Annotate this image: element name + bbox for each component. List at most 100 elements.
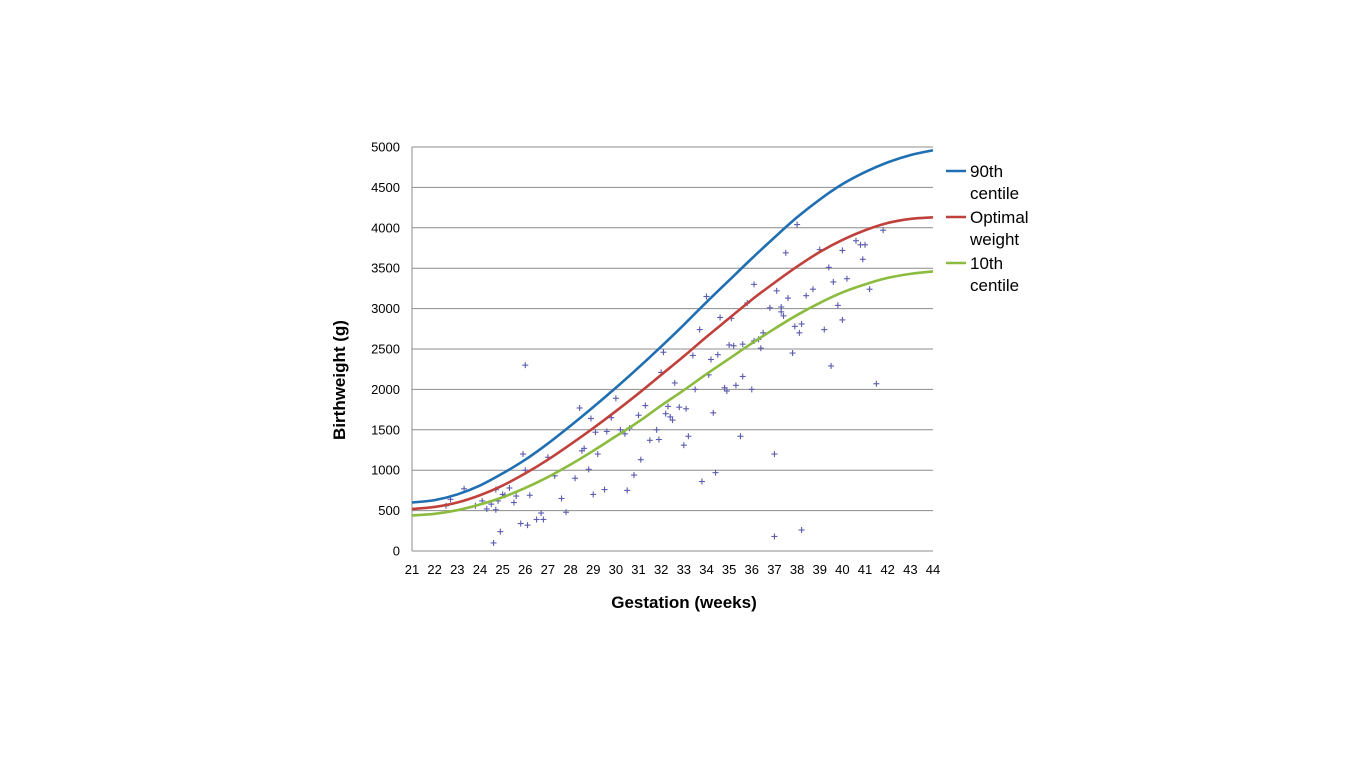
data-point xyxy=(676,404,683,411)
data-point xyxy=(592,429,599,436)
data-point xyxy=(522,362,529,369)
data-point xyxy=(809,286,816,293)
data-point xyxy=(662,410,669,417)
data-points xyxy=(442,221,887,546)
data-point xyxy=(594,451,601,458)
curve-0 xyxy=(411,148,934,504)
x-tick-label: 28 xyxy=(563,562,577,577)
data-point xyxy=(692,386,699,393)
curve-1 xyxy=(411,215,934,511)
data-point xyxy=(798,320,805,327)
data-point xyxy=(732,382,739,389)
data-point xyxy=(873,380,880,387)
data-point xyxy=(612,395,619,402)
x-tick-label: 42 xyxy=(880,562,894,577)
y-axis-title: Birthweight (g) xyxy=(330,320,349,440)
data-point xyxy=(798,526,805,533)
tick-labels: 0 500 1000 1500 2000 2500 3000 3500 4000 4500 5000… xyxy=(371,140,940,578)
data-point xyxy=(517,520,524,527)
data-point xyxy=(653,426,660,433)
data-point xyxy=(794,221,801,228)
data-point xyxy=(780,312,787,319)
data-point xyxy=(581,445,588,452)
data-point xyxy=(513,493,520,500)
x-tick-label: 29 xyxy=(586,562,600,577)
data-point xyxy=(576,404,583,411)
data-point xyxy=(789,350,796,357)
data-point xyxy=(830,278,837,285)
data-point xyxy=(538,510,545,517)
y-tick-label: 4000 xyxy=(371,220,400,235)
x-tick-label: 39 xyxy=(813,562,827,577)
data-point xyxy=(655,436,662,443)
y-tick-label: 5000 xyxy=(371,140,400,155)
data-point xyxy=(524,522,531,529)
y-tick-label: 3500 xyxy=(371,261,400,276)
legend-label: 90th xyxy=(970,162,1003,181)
data-point xyxy=(866,286,873,293)
data-point xyxy=(497,528,504,535)
data-point xyxy=(712,469,719,476)
data-point xyxy=(791,323,798,330)
data-point xyxy=(680,442,687,449)
centile-curves xyxy=(411,148,934,517)
x-tick-label: 27 xyxy=(541,562,555,577)
data-point xyxy=(671,379,678,386)
gridlines xyxy=(412,146,933,512)
data-point xyxy=(558,495,565,502)
data-point xyxy=(664,403,671,410)
legend-item-1: Optimal weight xyxy=(946,208,1029,249)
legend: 90th centile Optimal weight 10th centile xyxy=(946,162,1029,295)
data-point xyxy=(696,326,703,333)
data-point xyxy=(698,478,705,485)
data-point xyxy=(796,329,803,336)
data-point xyxy=(642,402,649,409)
data-point xyxy=(771,451,778,458)
data-point xyxy=(526,492,533,499)
y-tick-label: 2500 xyxy=(371,342,400,357)
data-point xyxy=(773,287,780,294)
data-point xyxy=(510,499,517,506)
data-point xyxy=(710,409,717,416)
x-tick-label: 33 xyxy=(677,562,691,577)
data-point xyxy=(617,426,624,433)
data-point xyxy=(721,384,728,391)
data-point xyxy=(782,249,789,256)
y-tick-label: 1500 xyxy=(371,422,400,437)
data-point xyxy=(492,506,499,513)
data-point xyxy=(506,484,513,491)
data-point xyxy=(637,456,644,463)
y-tick-label: 0 xyxy=(393,544,400,559)
x-tick-label: 25 xyxy=(495,562,509,577)
data-point xyxy=(778,308,785,315)
x-tick-label: 34 xyxy=(699,562,713,577)
data-point xyxy=(646,437,653,444)
data-point xyxy=(785,295,792,302)
x-tick-label: 36 xyxy=(745,562,759,577)
data-point xyxy=(590,491,597,498)
data-point xyxy=(839,316,846,323)
data-point xyxy=(572,475,579,482)
y-tick-label: 1000 xyxy=(371,463,400,478)
x-tick-label: 43 xyxy=(903,562,917,577)
data-point xyxy=(739,373,746,380)
data-point xyxy=(483,505,490,512)
data-point xyxy=(685,433,692,440)
data-point xyxy=(739,341,746,348)
data-point xyxy=(635,412,642,419)
data-point xyxy=(540,516,547,523)
data-point xyxy=(667,413,674,420)
data-point xyxy=(726,341,733,348)
axes xyxy=(411,147,933,552)
data-point xyxy=(601,486,608,493)
data-point xyxy=(748,386,755,393)
x-tick-label: 21 xyxy=(405,562,419,577)
data-point xyxy=(708,356,715,363)
data-point xyxy=(766,304,773,311)
y-tick-label: 500 xyxy=(378,503,400,518)
data-point xyxy=(689,352,696,359)
data-point xyxy=(603,428,610,435)
x-axis-title: Gestation (weeks) xyxy=(611,593,757,612)
